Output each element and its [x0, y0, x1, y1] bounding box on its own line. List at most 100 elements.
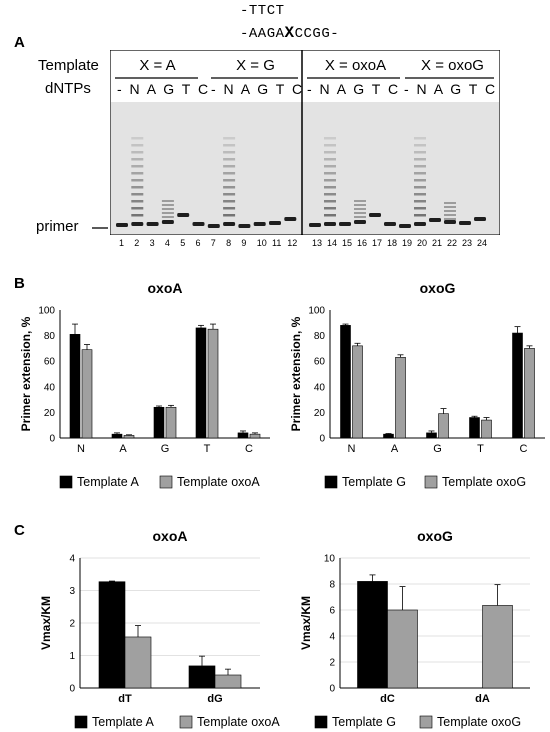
panel-a-letter: A — [14, 34, 25, 51]
gel-band — [309, 223, 321, 227]
gel-ladder-band — [414, 144, 426, 147]
group-underlines — [115, 77, 494, 79]
gel-ladder-band — [324, 151, 336, 154]
gel-band — [354, 220, 366, 224]
bar — [387, 609, 418, 689]
gel-band — [444, 220, 456, 224]
x-tick-label: dG — [207, 693, 222, 705]
gel-ladder-band — [324, 186, 336, 189]
gel-image — [110, 50, 500, 235]
gel-ladder-band — [131, 144, 144, 147]
gel-ladder-band — [223, 172, 236, 175]
lane-number: 16 — [357, 238, 368, 248]
legend-swatch — [314, 715, 328, 729]
legend-label: Template A — [77, 475, 140, 489]
x-tick-label: G — [161, 443, 170, 455]
gel-ladder-band — [223, 137, 236, 140]
x-tick-label: dT — [118, 693, 132, 705]
panel-c-letter: C — [14, 522, 25, 539]
gel-ladder-band — [223, 193, 236, 196]
lane-number: 10 — [256, 238, 267, 248]
template-row-label: Template — [38, 57, 99, 74]
gel-ladder-band — [131, 214, 144, 217]
lane-number: 12 — [287, 238, 298, 248]
gel-ladder-band — [131, 200, 144, 203]
primer-label-text: primer — [36, 218, 79, 235]
dntp-letters-group1: - N A G T C — [117, 81, 211, 97]
y-tick-label: 6 — [329, 606, 335, 617]
y-tick-label: 1 — [69, 651, 75, 662]
gel-ladder-band — [414, 151, 426, 154]
legend-swatch — [424, 475, 438, 489]
gel-band — [223, 222, 236, 226]
gel-ladder-band — [223, 144, 236, 147]
legend-label: Template oxoG — [442, 475, 526, 489]
legend-label: Template oxoA — [197, 715, 280, 729]
dntp-letters-group2: - N A G T C — [211, 81, 305, 97]
lane-number: 21 — [432, 238, 443, 248]
sequence-top-strand: -TTCT — [240, 3, 285, 19]
gel-band — [116, 223, 128, 227]
gel-ladder-band — [131, 186, 144, 189]
y-tick-label: 20 — [44, 408, 56, 419]
bar — [214, 674, 242, 689]
gel-ladder-band — [223, 158, 236, 161]
bar — [469, 417, 480, 439]
bar — [426, 432, 437, 439]
gel-side-band — [444, 206, 456, 208]
bar — [69, 334, 81, 439]
group-label-oxog: X = oxoG — [421, 57, 484, 74]
gel-ladder-band — [414, 165, 426, 168]
chart-c-oxoa: oxoA 0 1 2 3 4 Vmax/KM dT dG Template A Template o… — [39, 528, 280, 729]
lane-number: 11 — [272, 238, 282, 248]
y-tick-label: 4 — [69, 554, 75, 565]
gel-ladder-band — [414, 200, 426, 203]
gel-band — [369, 213, 381, 217]
gel-ladder-band — [324, 158, 336, 161]
legend-label: Template oxoA — [177, 475, 260, 489]
gel-band — [429, 218, 441, 222]
bar — [81, 349, 93, 439]
y-axis-label: Primer extension, % — [20, 316, 33, 431]
gel-side-band — [161, 200, 174, 202]
bar — [123, 435, 135, 439]
bar — [195, 327, 207, 439]
gel-ladder-band — [414, 172, 426, 175]
gel-ladder-band — [414, 214, 426, 217]
chart-title: oxoA — [148, 280, 183, 296]
legend-label: Template oxoG — [437, 715, 521, 729]
gel-band — [339, 222, 351, 226]
lane-number: 20 — [417, 238, 428, 248]
bar — [524, 348, 535, 439]
legend-swatch — [59, 475, 73, 489]
gel-ladder-band — [131, 165, 144, 168]
gel-band — [384, 222, 396, 226]
gel-ladder-band — [131, 207, 144, 210]
bar — [153, 406, 165, 439]
gel-band — [192, 222, 205, 226]
gel-side-band — [354, 216, 366, 218]
gel-band — [146, 222, 159, 226]
gel-band — [238, 224, 251, 228]
gel-ladder-band — [223, 165, 236, 168]
y-tick-label: 3 — [69, 586, 75, 597]
lane-number: 19 — [402, 238, 413, 248]
gel-ladder-band — [324, 179, 336, 182]
bar — [482, 605, 513, 689]
chart-b-oxog: oxoG 0 20 40 60 80 100 Primer extension, % N A G T C… — [289, 280, 545, 489]
bar — [111, 433, 123, 439]
sequence-bottom-strand: -AAGAXCCGG- — [240, 24, 339, 42]
gel-ladder-band — [131, 137, 144, 140]
bar — [352, 345, 363, 439]
legend-label: Template G — [342, 475, 406, 489]
x-tick-label: N — [77, 443, 85, 455]
primer-pointer — [92, 227, 108, 229]
sequence-bottom-suffix: CCGG- — [294, 26, 340, 42]
dntp-letters-group3: - N A G T C — [307, 81, 401, 97]
x-tick-label: dC — [380, 693, 395, 705]
x-tick-label: T — [477, 443, 484, 455]
y-tick-label: 20 — [314, 408, 326, 419]
gel-ladder-band — [223, 151, 236, 154]
gel-ladder-band — [414, 207, 426, 210]
gel-band — [399, 224, 411, 228]
